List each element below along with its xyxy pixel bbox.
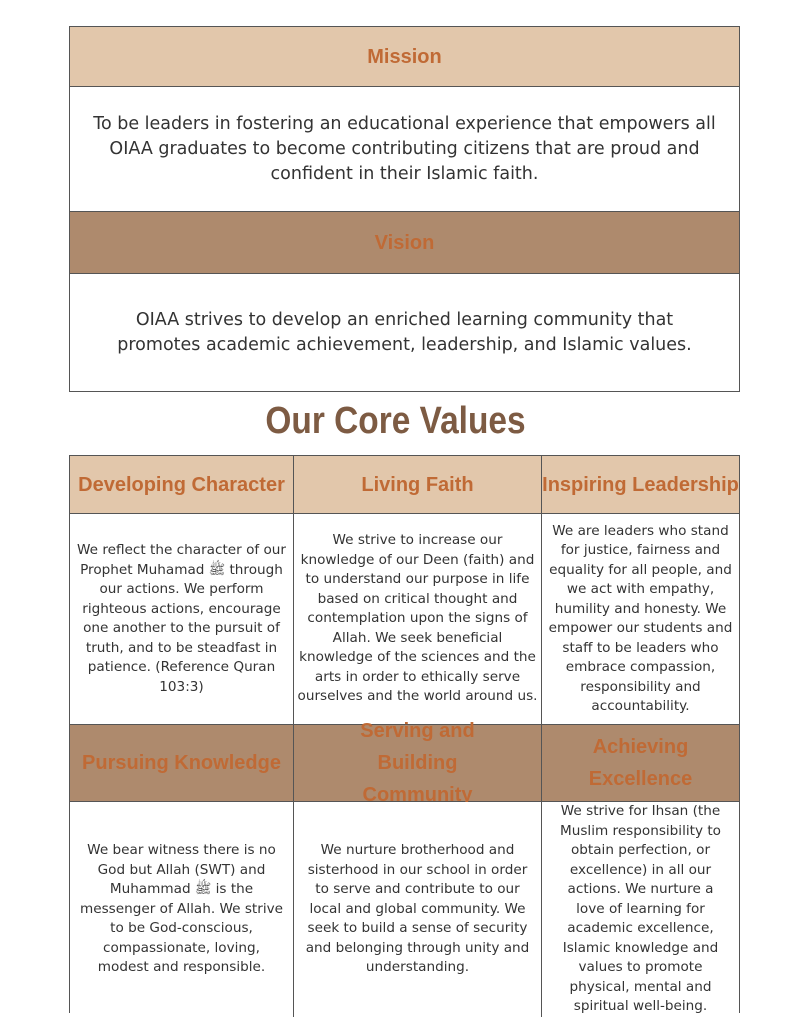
value-heading: Inspiring Leadership [542, 456, 739, 514]
mission-text: To be leaders in fostering an educationa… [70, 87, 739, 212]
value-heading: Living Faith [294, 456, 542, 514]
mission-heading: Mission [70, 27, 739, 87]
vision-heading: Vision [70, 212, 739, 274]
value-text: We strive for Ihsan (the Muslim responsi… [542, 802, 739, 1017]
mission-vision-table: Mission To be leaders in fostering an ed… [69, 26, 740, 392]
value-heading: Achieving Excellence [542, 725, 739, 802]
value-heading: Developing Character [70, 456, 294, 514]
value-text: We reflect the character of our Prophet … [70, 514, 294, 725]
value-heading: Serving and Building Community [294, 720, 542, 806]
core-values-grid: Developing Character Living Faith Inspir… [69, 455, 740, 1017]
value-text: We are leaders who stand for justice, fa… [542, 514, 739, 725]
value-heading: Pursuing Knowledge [70, 725, 294, 802]
vision-text: OIAA strives to develop an enriched lear… [70, 274, 739, 391]
core-values-title: Our Core Values [265, 400, 526, 442]
value-text: We strive to increase our knowledge of o… [294, 514, 542, 725]
value-text: We nurture brotherhood and sisterhood in… [294, 802, 542, 1017]
value-text: We bear witness there is no God but Alla… [70, 802, 294, 1017]
